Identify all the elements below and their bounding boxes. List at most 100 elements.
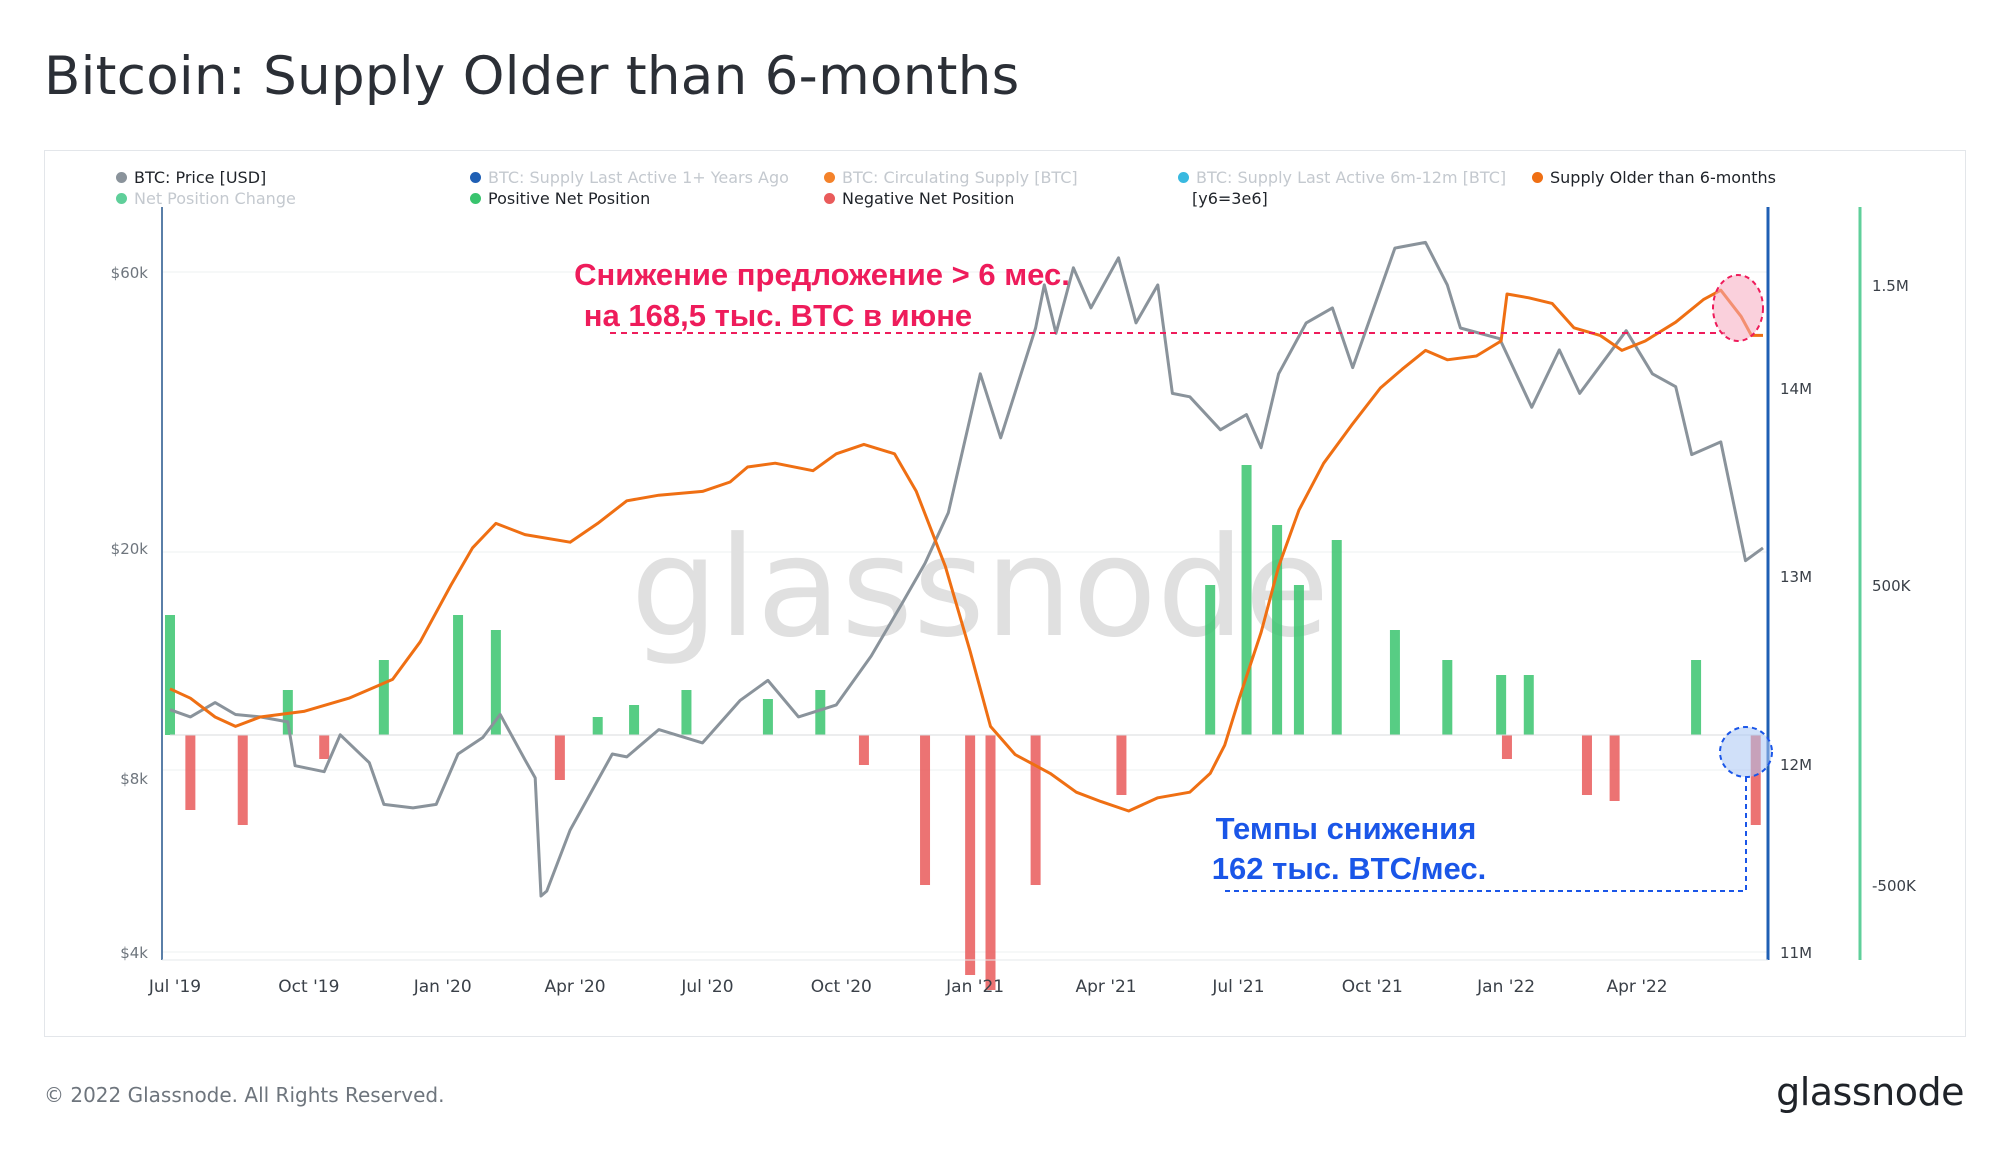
legend-label: [y6=3e6] xyxy=(1192,189,1268,208)
y-right1-tick-labels: 11M 12M 13M 14M xyxy=(1780,380,1812,962)
chart-legend: BTC: Price [USD] BTC: Supply Last Active… xyxy=(116,168,1796,208)
annotation-bottom-line1: Темпы снижения xyxy=(1216,811,1477,846)
watermark: glassnode xyxy=(631,507,1330,668)
legend-label: BTC: Price [USD] xyxy=(134,168,267,187)
y-left-tick-label: $4k xyxy=(120,944,148,962)
x-tick-labels: Jul '19 Oct '19 Jan '20 Apr '20 Jul '20 Oct '… xyxy=(148,977,1668,997)
legend-item-y6-scale: [y6=3e6] xyxy=(1192,189,1268,208)
net-position-bar xyxy=(1331,540,1342,735)
net-position-bar xyxy=(1750,735,1761,825)
legend-dot-icon xyxy=(116,172,127,183)
net-position-bar xyxy=(1030,735,1041,885)
legend-item-positive-net[interactable]: Positive Net Position xyxy=(470,189,650,208)
y-right1-tick-label: 14M xyxy=(1780,380,1812,398)
grid-lines xyxy=(162,271,1768,953)
net-position-bar xyxy=(378,660,389,735)
legend-item-supply-6m-12m[interactable]: BTC: Supply Last Active 6m-12m [BTC] xyxy=(1178,168,1506,187)
y-right2-tick-label: 1.5M xyxy=(1872,277,1909,295)
y-right1-tick-label: 13M xyxy=(1780,568,1812,586)
footer-copyright: © 2022 Glassnode. All Rights Reserved. xyxy=(44,1083,445,1107)
legend-dot-icon xyxy=(470,193,481,204)
y-left-tick-label: $8k xyxy=(120,770,148,788)
net-position-bar xyxy=(237,735,248,825)
annotation-top-highlight xyxy=(1712,274,1764,342)
legend-label: Supply Older than 6-months xyxy=(1550,168,1776,187)
legend-item-net-position-change[interactable]: Net Position Change xyxy=(116,189,296,208)
y-left-tick-labels: $4k $8k $20k $60k xyxy=(111,264,149,962)
legend-item-negative-net[interactable]: Negative Net Position xyxy=(824,189,1014,208)
net-position-bar xyxy=(1691,660,1702,735)
net-position-bar xyxy=(965,735,976,975)
annotation-top-line1: Снижение предложение > 6 мес. xyxy=(574,257,1070,292)
y-right2-tick-label: -500K xyxy=(1872,877,1917,895)
net-position-bar xyxy=(319,735,330,759)
net-position-bar xyxy=(1241,465,1252,735)
annotation-bottom-dashed-line xyxy=(1222,777,1747,892)
net-position-bar xyxy=(453,615,464,735)
y-right1-tick-label: 12M xyxy=(1780,756,1812,774)
x-tick-label: Apr '22 xyxy=(1607,977,1668,997)
legend-item-price[interactable]: BTC: Price [USD] xyxy=(116,168,266,187)
net-position-bar xyxy=(1293,585,1304,735)
net-position-bar xyxy=(681,690,692,735)
legend-dot-icon xyxy=(1532,172,1543,183)
legend-label: BTC: Supply Last Active 6m-12m [BTC] xyxy=(1196,168,1507,187)
legend-dot-icon xyxy=(116,193,127,204)
page-title: Bitcoin: Supply Older than 6-months xyxy=(44,46,1020,107)
net-position-bar xyxy=(490,630,501,735)
y-left-tick-label: $60k xyxy=(111,264,149,282)
x-tick-label: Apr '20 xyxy=(545,977,606,997)
legend-dot-icon xyxy=(824,172,835,183)
x-tick-label: Jul '19 xyxy=(148,977,201,997)
net-position-bar xyxy=(858,735,869,765)
legend-label: Negative Net Position xyxy=(842,189,1015,208)
net-position-bar xyxy=(1581,735,1592,795)
legend-label: Net Position Change xyxy=(134,189,296,208)
annotation-bottom-line2: 162 тыс. BTC/мес. xyxy=(1212,851,1486,886)
x-tick-label: Jan '21 xyxy=(945,977,1004,997)
chart-panel xyxy=(44,150,1966,1037)
net-position-bar xyxy=(185,735,196,810)
legend-dot-icon xyxy=(470,172,481,183)
net-position-bar xyxy=(1609,735,1620,801)
x-tick-label: Oct '20 xyxy=(811,977,872,997)
y-right2-tick-label: 500K xyxy=(1872,577,1912,595)
supply-6m-line xyxy=(169,288,1763,813)
net-position-bar xyxy=(1272,525,1283,735)
legend-label: BTC: Circulating Supply [BTC] xyxy=(842,168,1078,187)
net-position-bar xyxy=(985,735,996,990)
x-tick-label: Oct '21 xyxy=(1342,977,1403,997)
x-tick-label: Apr '21 xyxy=(1076,977,1137,997)
net-position-bar xyxy=(1442,660,1453,735)
net-position-bar xyxy=(762,699,773,735)
net-position-bar xyxy=(629,705,640,735)
net-position-bar xyxy=(165,615,175,735)
legend-item-supply-1y[interactable]: BTC: Supply Last Active 1+ Years Ago xyxy=(470,168,789,187)
annotation-bottom-highlight xyxy=(1719,726,1773,778)
legend-item-supply-6m[interactable]: Supply Older than 6-months xyxy=(1532,168,1776,187)
legend-item-circulating-supply[interactable]: BTC: Circulating Supply [BTC] xyxy=(824,168,1078,187)
annotation-top-line2: на 168,5 тыс. BTC в июне xyxy=(584,298,972,333)
x-tick-label: Oct '19 xyxy=(278,977,339,997)
net-position-bar xyxy=(920,735,931,885)
x-tick-label: Jan '20 xyxy=(413,977,472,997)
legend-dot-icon xyxy=(824,193,835,204)
net-position-bars xyxy=(165,465,1761,990)
net-position-bar xyxy=(1116,735,1127,795)
legend-label: Positive Net Position xyxy=(488,189,651,208)
legend-dot-icon xyxy=(1178,172,1189,183)
net-position-bar xyxy=(1501,735,1512,759)
x-tick-label: Jan '22 xyxy=(1476,977,1535,997)
y-right1-tick-label: 11M xyxy=(1780,944,1812,962)
net-position-bar xyxy=(815,690,826,735)
net-position-bar xyxy=(554,735,565,780)
x-tick-label: Jul '21 xyxy=(1211,977,1264,997)
x-tick-label: Jul '20 xyxy=(680,977,733,997)
y-left-tick-label: $20k xyxy=(111,540,149,558)
net-position-bar xyxy=(1389,630,1400,735)
price-line xyxy=(169,240,1764,898)
net-position-bar xyxy=(1523,675,1534,735)
net-position-bar xyxy=(1205,585,1216,735)
net-position-bar xyxy=(592,717,603,735)
